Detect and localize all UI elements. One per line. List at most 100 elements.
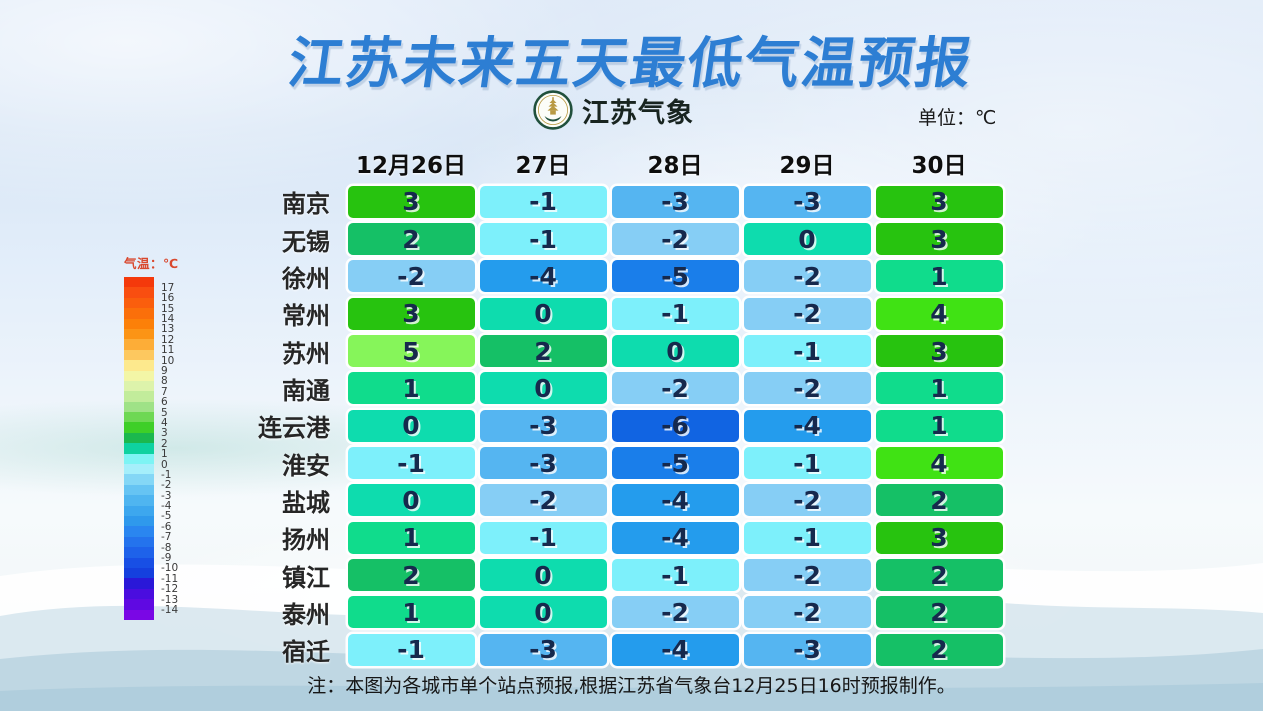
column-header-date: 27日	[515, 152, 571, 179]
temperature-legend: 气温：℃ 17 16 15 14 13 12 11 10 9 8 7 6 5 4 3 2 1 0 -1 -2 -3 -4-…	[124, 253, 179, 620]
temp-cell: 0	[347, 484, 475, 517]
temp-cell: 2	[875, 633, 1003, 666]
legend-tick-label: -9	[161, 552, 172, 565]
temp-cell: -2	[611, 596, 739, 629]
temp-cell: 0	[743, 223, 871, 256]
legend-swatch: 16	[124, 287, 174, 303]
legend-swatch: -2	[124, 474, 171, 490]
city-label: 盐城	[282, 488, 330, 517]
table-header-row: 12月26日 27日 28日 29日 30日	[213, 142, 1005, 183]
column-header-date: 28日	[647, 152, 703, 179]
temp-cell: -1	[479, 521, 607, 554]
temp-cell: 4	[875, 297, 1003, 330]
city-label: 镇江	[282, 563, 330, 592]
temp-cell: 0	[611, 335, 739, 368]
temp-cell: -2	[611, 223, 739, 256]
city-row: 南京 3 -1 -3 -3 3	[213, 183, 1005, 220]
temp-cell: 2	[875, 596, 1003, 629]
city-label: 苏州	[282, 339, 330, 368]
temp-cell: 2	[347, 559, 475, 592]
legend-tick-label: -5	[161, 510, 172, 523]
legend-tick-label: 14	[161, 313, 175, 326]
temp-cell: 3	[875, 223, 1003, 256]
city-row: 扬州 1 -1 -4 -1 3	[213, 519, 1005, 556]
legend-swatch: 6	[124, 391, 168, 407]
temp-cell: -6	[611, 409, 739, 442]
legend-tick-label: -11	[161, 572, 179, 585]
temp-cell: 3	[875, 335, 1003, 368]
legend-swatch: 11	[124, 339, 174, 355]
legend-swatch: 0	[124, 453, 168, 470]
city-label: 扬州	[282, 526, 330, 555]
temp-cell: 1	[875, 260, 1003, 293]
city-label: 宿迁	[282, 638, 330, 667]
city-row: 徐州 -2 -4 -5 -2 1	[213, 258, 1005, 295]
city-row: 淮安 -1 -3 -5 -1 4	[213, 444, 1005, 481]
temp-cell: 0	[479, 297, 607, 330]
temp-cell: -1	[479, 185, 607, 218]
temp-cell: 1	[875, 409, 1003, 442]
city-label: 徐州	[282, 264, 330, 293]
city-label: 泰州	[282, 600, 330, 629]
temp-cell: 2	[875, 559, 1003, 592]
temp-cell: 2	[479, 335, 607, 368]
forecast-table: 12月26日 27日 28日 29日 30日 南京 3 -1 -3 -3 3 无锡 2 -1 -2 0 3 徐州…	[213, 142, 1005, 668]
city-row: 无锡 2 -1 -2 0 3	[213, 220, 1005, 257]
temp-cell: -2	[743, 297, 871, 330]
temp-cell: -3	[479, 409, 607, 442]
temp-cell: -4	[479, 260, 607, 293]
legend-swatch: -10	[124, 557, 178, 573]
temp-cell: -3	[479, 447, 607, 480]
temp-cell: -2	[743, 260, 871, 293]
temp-cell: 0	[479, 372, 607, 405]
temp-cell: 3	[347, 185, 475, 218]
temp-cell: -5	[611, 260, 739, 293]
temp-cell: -2	[479, 484, 607, 517]
jiangsu-meteorology-emblem-icon	[533, 90, 573, 130]
temp-cell: 3	[347, 297, 475, 330]
city-row: 南通 1 0 -2 -2 1	[213, 370, 1005, 407]
legend-swatch: -12	[124, 578, 178, 594]
column-header-date: 29日	[779, 152, 835, 179]
legend-tick-label: -12	[161, 583, 179, 596]
city-label: 连云港	[258, 414, 330, 443]
temp-cell: -1	[743, 335, 871, 368]
legend-tick-label: -10	[161, 562, 179, 575]
legend-tick-label: -4	[161, 500, 172, 513]
column-header-date: 12月26日	[355, 152, 466, 179]
city-row: 宿迁 -1 -3 -4 -3 2	[213, 631, 1005, 668]
city-row: 泰州 1 0 -2 -2 2	[213, 594, 1005, 631]
legend-swatch: 14	[124, 308, 174, 324]
temp-cell: -3	[479, 633, 607, 666]
temp-cell: -1	[743, 447, 871, 480]
brand-name: 江苏气象	[582, 97, 694, 129]
legend-color-scale: 17 16 15 14 13 12 11 10 9 8 7 6 5 4 3 2 1 0 -1 -2 -3 -4 -5 -6 -7…	[124, 277, 178, 620]
city-row: 苏州 5 2 0 -1 3	[213, 332, 1005, 369]
legend-swatch: 7	[124, 380, 168, 397]
temp-cell: 1	[347, 372, 475, 405]
temp-cell: -2	[743, 596, 871, 629]
legend-swatch: -9	[124, 547, 171, 563]
legend-tick-label: -1	[161, 468, 172, 481]
legend-swatch: -7	[124, 526, 171, 542]
city-label: 南京	[282, 190, 330, 219]
legend-swatch: -5	[124, 505, 171, 521]
legend-swatch: -1	[124, 464, 171, 480]
temp-cell: 4	[875, 447, 1003, 480]
city-label: 南通	[282, 376, 330, 405]
legend-tick-label: 6	[161, 396, 168, 409]
legend-tick-label: 4	[161, 416, 168, 429]
temp-cell: -3	[743, 633, 871, 666]
legend-tick-label: 0	[161, 458, 168, 471]
temp-cell: -4	[611, 521, 739, 554]
legend-title: 气温：℃	[124, 256, 179, 271]
temp-cell: 1	[347, 596, 475, 629]
footnote: 注：本图为各城市单个站点预报,根据江苏省气象台12月25日16时预报制作。	[307, 675, 956, 697]
page-title: 江苏未来五天最低气温预报	[284, 31, 978, 95]
legend-swatch	[124, 609, 154, 620]
legend-tick-label: 13	[161, 323, 175, 336]
legend-tick-label: -3	[161, 489, 172, 502]
legend-tick-label: 2	[161, 437, 168, 450]
legend-tick-label: -14	[161, 604, 179, 616]
